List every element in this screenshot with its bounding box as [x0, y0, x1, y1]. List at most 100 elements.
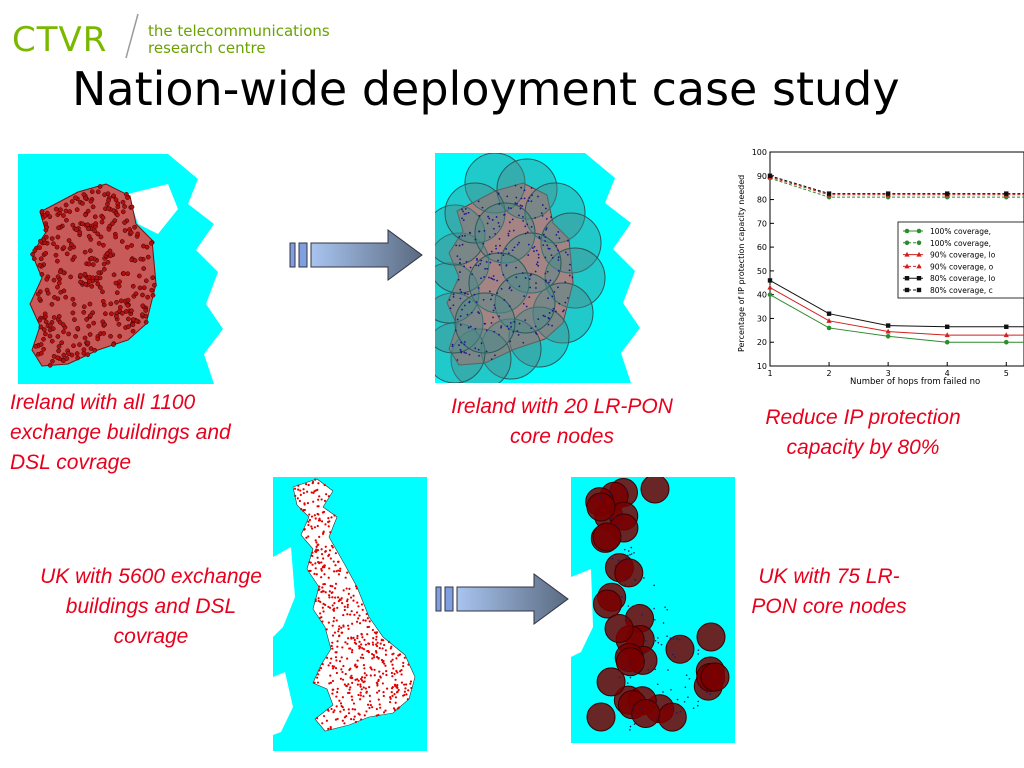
exchange-dot	[325, 719, 329, 722]
exchange-dot	[624, 584, 627, 587]
exchange-dot	[507, 207, 510, 209]
exchange-dot	[322, 531, 325, 534]
arrow-uk	[435, 573, 569, 625]
exchange-dot	[497, 192, 500, 195]
legend-entry: 90% coverage, lo	[930, 251, 996, 260]
exchange-dot	[331, 665, 334, 668]
exchange-dot	[399, 670, 402, 673]
exchange-dot	[384, 664, 387, 667]
exchange-dot	[627, 605, 630, 607]
exchange-dot	[316, 512, 319, 516]
exchange-dot	[528, 196, 531, 199]
exchange-dot	[372, 643, 375, 646]
exchange-dot	[51, 315, 57, 320]
exchange-dot	[356, 678, 359, 681]
exchange-dot	[384, 649, 387, 652]
exchange-dot	[138, 256, 144, 262]
exchange-dot	[491, 277, 494, 280]
exchange-dot	[359, 685, 362, 688]
exchange-dot	[628, 562, 631, 564]
exchange-dot	[71, 343, 76, 349]
exchange-dot	[537, 253, 540, 256]
exchange-dot	[502, 273, 505, 276]
exchange-dot	[325, 493, 328, 496]
exchange-dot	[469, 325, 472, 328]
exchange-dot	[75, 325, 81, 331]
exchange-dot	[533, 250, 535, 253]
exchange-dot	[375, 655, 379, 659]
uk-lrpon-svg	[571, 477, 730, 732]
exchange-dot	[345, 587, 348, 590]
exchange-dot	[318, 669, 321, 672]
exchange-dot	[567, 239, 569, 242]
exchange-dot	[395, 657, 398, 660]
exchange-dot	[542, 314, 545, 317]
exchange-dot	[317, 498, 320, 501]
exchange-dot	[544, 280, 547, 283]
exchange-dot	[551, 295, 554, 298]
exchange-dot	[334, 651, 337, 654]
exchange-dot	[78, 279, 83, 285]
exchange-dot	[320, 569, 323, 572]
exchange-dot	[105, 201, 110, 207]
exchange-dot	[336, 640, 339, 643]
exchange-dot	[331, 596, 334, 599]
exchange-dot	[365, 691, 368, 694]
exchange-dot	[352, 594, 355, 597]
exchange-dot	[39, 271, 45, 277]
exchange-dot	[321, 586, 324, 589]
exchange-dot	[609, 516, 612, 519]
exchange-dot	[497, 259, 499, 262]
exchange-dot	[42, 213, 48, 218]
exchange-dot	[379, 675, 382, 678]
data-point	[944, 332, 950, 338]
exchange-dot	[335, 570, 338, 573]
exchange-dot	[331, 634, 335, 637]
exchange-dot	[391, 663, 394, 666]
data-point	[1003, 332, 1009, 338]
exchange-dot	[346, 657, 349, 660]
exchange-dot	[371, 657, 374, 660]
exchange-dot	[465, 260, 468, 263]
exchange-dot	[345, 684, 348, 688]
exchange-dot	[400, 673, 403, 676]
coverage-circle	[464, 153, 526, 214]
exchange-dot	[144, 244, 150, 250]
exchange-dot	[494, 232, 497, 235]
exchange-dot	[526, 231, 529, 234]
exchange-dot	[342, 708, 345, 711]
exchange-dot	[368, 700, 372, 703]
x-tick-label: 2	[827, 369, 832, 378]
exchange-dot	[500, 326, 502, 329]
exchange-dot	[145, 254, 151, 260]
exchange-dot	[371, 706, 374, 709]
exchange-dot	[378, 646, 381, 650]
exchange-dot	[361, 647, 364, 650]
exchange-dot	[352, 718, 355, 721]
exchange-dot	[299, 493, 302, 496]
exchange-dot	[461, 243, 464, 246]
exchange-dot	[362, 695, 365, 698]
exchange-dot	[544, 315, 546, 318]
exchange-dot	[323, 564, 326, 567]
exchange-dot	[114, 212, 120, 218]
legend-entry: 100% coverage,	[930, 239, 991, 248]
exchange-dot	[350, 674, 353, 677]
data-point	[904, 251, 910, 257]
exchange-dot	[322, 610, 325, 613]
exchange-dot	[354, 585, 358, 588]
exchange-dot	[503, 299, 506, 301]
exchange-dot	[89, 189, 95, 195]
exchange-dot	[314, 489, 317, 492]
exchange-dot	[356, 659, 359, 662]
exchange-dot	[64, 251, 70, 257]
exchange-dot	[351, 622, 354, 625]
exchange-dot	[507, 328, 510, 330]
exchange-dot	[318, 585, 321, 588]
exchange-dot	[353, 664, 357, 667]
exchange-dot	[57, 319, 63, 325]
exchange-dot	[360, 633, 363, 636]
exchange-dot	[461, 208, 463, 211]
exchange-dot	[531, 194, 533, 197]
exchange-dot	[328, 549, 332, 552]
